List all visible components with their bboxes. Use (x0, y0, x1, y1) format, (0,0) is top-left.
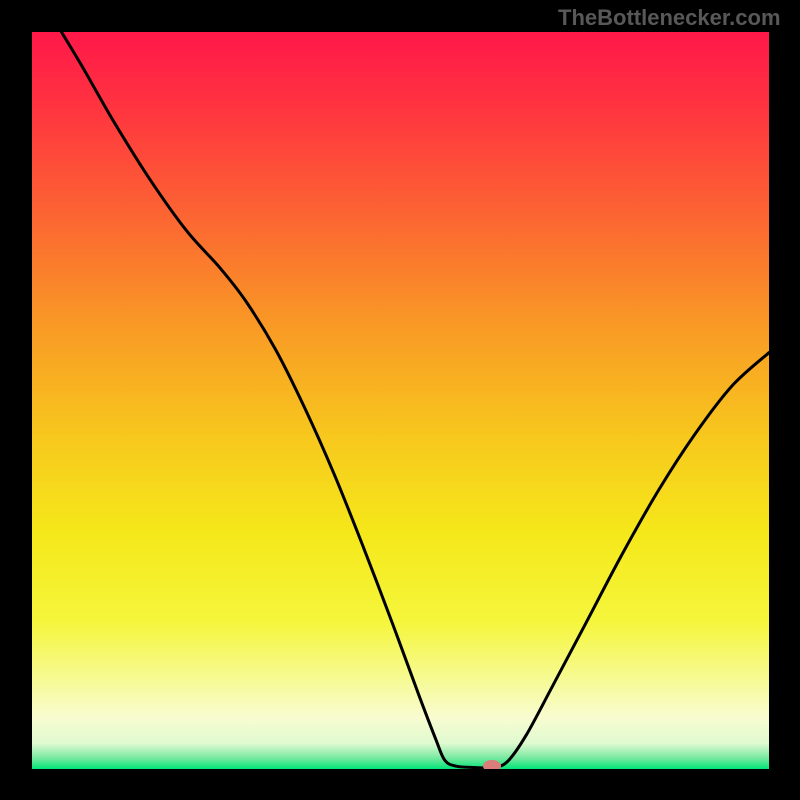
plot-area (32, 32, 769, 769)
frame-left (0, 0, 32, 800)
optimum-marker (483, 760, 501, 769)
frame-bottom (0, 769, 800, 800)
gradient-background (32, 32, 769, 769)
chart-container: TheBottlenecker.com (0, 0, 800, 800)
watermark-text: TheBottlenecker.com (558, 5, 781, 31)
frame-right (769, 0, 800, 800)
